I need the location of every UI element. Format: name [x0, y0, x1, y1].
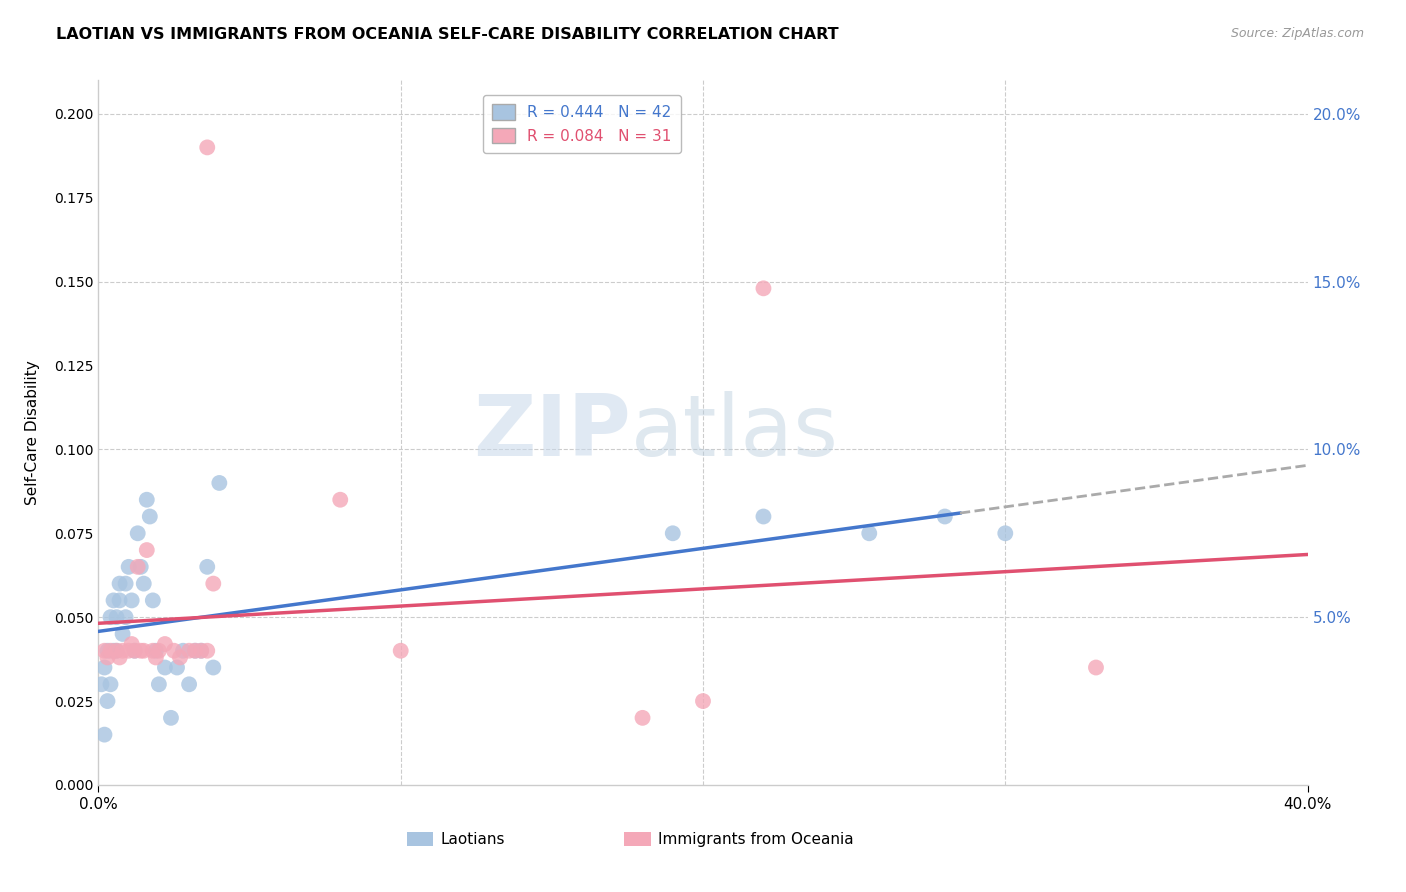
Point	[145, 644, 167, 658]
Point	[93, 660, 115, 674]
Text: atlas: atlas	[630, 391, 838, 475]
Point	[1085, 660, 1108, 674]
FancyBboxPatch shape	[624, 832, 651, 847]
Point	[661, 526, 683, 541]
Point	[184, 644, 207, 658]
Point	[132, 576, 155, 591]
Point	[100, 610, 122, 624]
Point	[121, 593, 143, 607]
Point	[132, 644, 155, 658]
Point	[389, 644, 412, 658]
Point	[103, 644, 125, 658]
Point	[752, 509, 775, 524]
FancyBboxPatch shape	[406, 832, 433, 847]
Point	[108, 593, 131, 607]
Point	[96, 650, 118, 665]
Point	[934, 509, 956, 524]
Point	[994, 526, 1017, 541]
Point	[111, 644, 134, 658]
Legend: R = 0.444   N = 42, R = 0.084   N = 31: R = 0.444 N = 42, R = 0.084 N = 31	[484, 95, 681, 153]
Point	[90, 677, 112, 691]
Point	[96, 644, 118, 658]
Point	[190, 644, 212, 658]
Point	[858, 526, 880, 541]
Point	[142, 593, 165, 607]
Point	[96, 694, 118, 708]
Point	[195, 140, 218, 154]
Point	[127, 526, 149, 541]
Text: ZIP: ZIP	[472, 391, 630, 475]
Point	[153, 660, 176, 674]
Point	[111, 627, 134, 641]
Point	[108, 650, 131, 665]
Point	[179, 677, 201, 691]
Point	[135, 492, 157, 507]
Point	[93, 728, 115, 742]
Point	[148, 644, 170, 658]
Point	[108, 576, 131, 591]
Point	[118, 644, 141, 658]
Point	[93, 644, 115, 658]
Point	[139, 509, 162, 524]
Point	[190, 644, 212, 658]
Point	[105, 644, 128, 658]
Point	[135, 543, 157, 558]
Point	[172, 644, 194, 658]
Point	[129, 644, 152, 658]
Text: LAOTIAN VS IMMIGRANTS FROM OCEANIA SELF-CARE DISABILITY CORRELATION CHART: LAOTIAN VS IMMIGRANTS FROM OCEANIA SELF-…	[56, 27, 839, 42]
Point	[105, 644, 128, 658]
Point	[195, 559, 218, 574]
Point	[129, 559, 152, 574]
Point	[169, 650, 191, 665]
Point	[153, 637, 176, 651]
Point	[114, 610, 136, 624]
Point	[202, 660, 225, 674]
Text: Source: ZipAtlas.com: Source: ZipAtlas.com	[1230, 27, 1364, 40]
Y-axis label: Self-Care Disability: Self-Care Disability	[25, 360, 41, 505]
Point	[114, 576, 136, 591]
Point	[631, 711, 654, 725]
Point	[208, 475, 231, 490]
Point	[692, 694, 714, 708]
Point	[121, 637, 143, 651]
Point	[100, 644, 122, 658]
Point	[103, 593, 125, 607]
Point	[127, 559, 149, 574]
Text: Immigrants from Oceania: Immigrants from Oceania	[658, 831, 853, 847]
Point	[752, 281, 775, 295]
Point	[202, 576, 225, 591]
Point	[195, 644, 218, 658]
Text: Laotians: Laotians	[440, 831, 505, 847]
Point	[160, 711, 183, 725]
Point	[142, 644, 165, 658]
Point	[179, 644, 201, 658]
Point	[148, 677, 170, 691]
Point	[105, 610, 128, 624]
Point	[100, 677, 122, 691]
Point	[184, 644, 207, 658]
Point	[166, 660, 188, 674]
Point	[118, 559, 141, 574]
Point	[145, 650, 167, 665]
Point	[329, 492, 352, 507]
Point	[124, 644, 146, 658]
Point	[163, 644, 186, 658]
Point	[124, 644, 146, 658]
